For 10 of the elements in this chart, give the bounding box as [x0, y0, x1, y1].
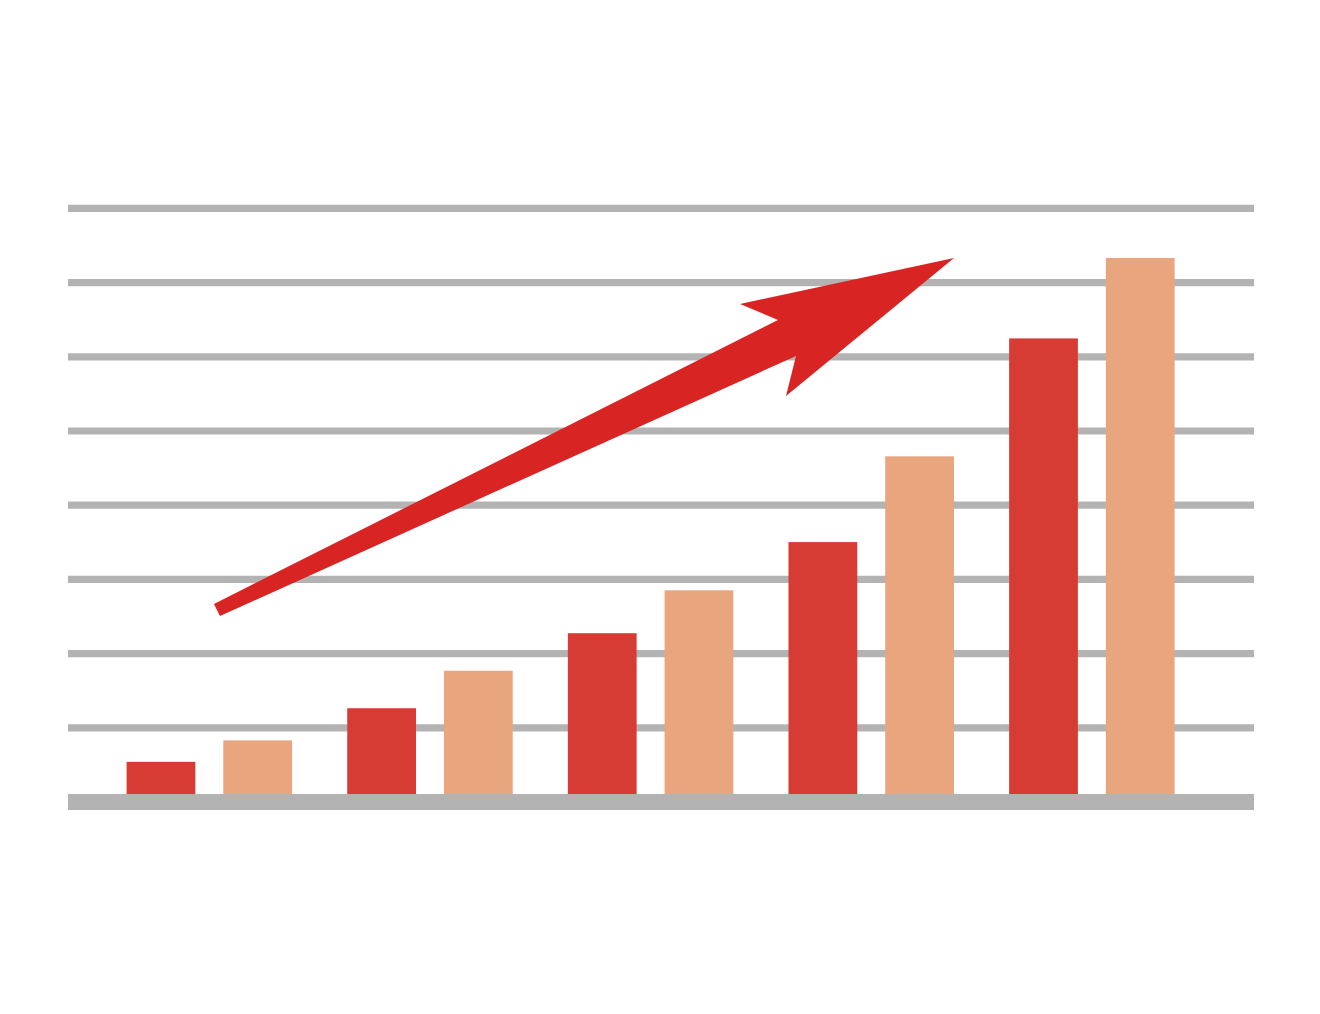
- bar: [664, 590, 734, 794]
- bar: [443, 670, 513, 794]
- bar: [126, 761, 196, 794]
- bar: [885, 456, 954, 794]
- bar: [223, 740, 293, 794]
- bar: [1105, 258, 1175, 794]
- bar: [347, 708, 416, 794]
- bar: [1009, 338, 1078, 794]
- bar: [567, 633, 637, 794]
- bar: [788, 542, 858, 794]
